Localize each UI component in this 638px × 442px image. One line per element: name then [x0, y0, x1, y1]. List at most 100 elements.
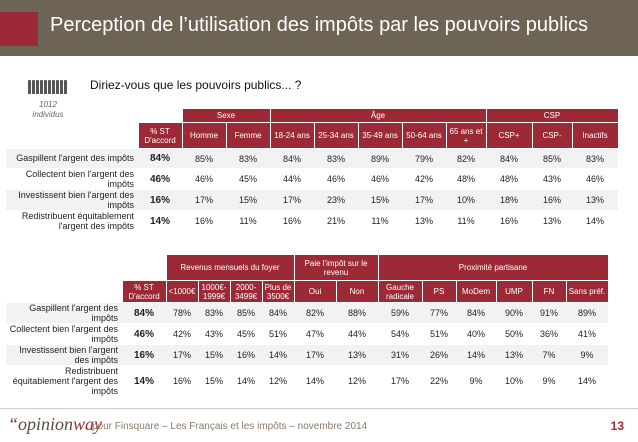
sample-unit: individus — [32, 110, 64, 119]
value-cell: 40% — [456, 323, 496, 345]
value-cell: 83% — [198, 302, 230, 324]
value-cell: 11% — [226, 210, 270, 232]
value-cell: 42% — [402, 168, 446, 190]
value-cell: 82% — [294, 302, 336, 324]
value-cell: 16% — [182, 210, 226, 232]
col-header: 1000€- 1999€ — [197, 280, 231, 303]
value-cell: 16% — [166, 365, 198, 397]
value-cell: 14% — [262, 344, 294, 366]
footer-divider — [0, 408, 638, 409]
value-cell: 12% — [336, 365, 378, 397]
value-cell: 44% — [270, 168, 314, 190]
table-row: Collectent bien l'argent des impôts 46% 46… — [6, 168, 618, 190]
total-cell: 14% — [122, 365, 166, 397]
value-cell: 51% — [262, 323, 294, 345]
value-cell: 12% — [262, 365, 294, 397]
footer-note: pour Finsquare – Les Français et les imp… — [92, 421, 368, 432]
value-cell: 13% — [336, 344, 378, 366]
value-cell: 13% — [402, 210, 446, 232]
col-header: CSP- — [531, 122, 573, 149]
value-cell: 44% — [336, 323, 378, 345]
value-cell: 42% — [166, 323, 198, 345]
row-label: Collectent bien l'argent des impôts — [6, 323, 122, 345]
col-header: Non — [335, 280, 379, 303]
value-cell: 46% — [358, 168, 402, 190]
table-row: Investissent bien l'argent des impôts 16%… — [6, 344, 608, 366]
col-header: Plus de 3500€ — [261, 280, 295, 303]
value-cell: 15% — [198, 365, 230, 397]
value-cell: 82% — [446, 148, 486, 169]
value-cell: 43% — [198, 323, 230, 345]
value-cell: 89% — [566, 302, 608, 324]
title-accent — [0, 12, 38, 46]
value-cell: 89% — [358, 148, 402, 169]
row-label: Gaspillent l'argent des impôts — [6, 148, 138, 169]
col-header: UMP — [495, 280, 533, 303]
total-cell: 16% — [138, 189, 182, 211]
group-header-revenus: Revenus mensuels du foyer — [165, 254, 295, 281]
value-cell: 11% — [446, 210, 486, 232]
value-cell: 77% — [422, 302, 456, 324]
row-label: Investissent bien l'argent des impôts — [6, 189, 138, 211]
value-cell: 51% — [422, 323, 456, 345]
value-cell: 14% — [566, 365, 608, 397]
value-cell: 10% — [446, 189, 486, 211]
col-header: MoDem — [455, 280, 497, 303]
value-cell: 14% — [456, 344, 496, 366]
value-cell: 36% — [532, 323, 566, 345]
value-cell: 48% — [446, 168, 486, 190]
row-label: Redistribuent équitablement l'argent des… — [6, 210, 138, 232]
value-cell: 7% — [532, 344, 566, 366]
value-cell: 43% — [532, 168, 572, 190]
row-label: Investissent bien l'argent des impôts — [6, 344, 122, 366]
value-cell: 85% — [230, 302, 262, 324]
value-cell: 79% — [402, 148, 446, 169]
total-cell: 84% — [122, 302, 166, 324]
col-header: 25-34 ans — [313, 122, 359, 149]
value-cell: 21% — [314, 210, 358, 232]
col-header: 18-24 ans — [269, 122, 315, 149]
value-cell: 17% — [182, 189, 226, 211]
value-cell: 46% — [572, 168, 618, 190]
row-label: Collectent bien l'argent des impôts — [6, 168, 138, 190]
value-cell: 13% — [572, 189, 618, 211]
value-cell: 84% — [270, 148, 314, 169]
table-income-party: Revenus mensuels du foyer Paie l'impôt s… — [6, 254, 609, 397]
col-header: Gauche radicale — [377, 280, 423, 303]
value-cell: 45% — [226, 168, 270, 190]
table2-body: Gaspillent l'argent des impôts 84% 78% 83% 8… — [6, 302, 608, 397]
value-cell: 45% — [230, 323, 262, 345]
total-cell: 14% — [138, 210, 182, 232]
value-cell: 90% — [496, 302, 532, 324]
group-header-age: Âge — [269, 108, 487, 123]
value-cell: 14% — [294, 365, 336, 397]
group-header-sexe: Sexe — [181, 108, 271, 123]
value-cell: 85% — [532, 148, 572, 169]
page-title: Perception de l’utilisation des impôts p… — [50, 14, 589, 36]
value-cell: 50% — [496, 323, 532, 345]
row-label: Gaspillent l'argent des impôts — [6, 302, 122, 324]
group-header-impot: Paie l'impôt sur le revenu — [293, 254, 379, 281]
col-header: Oui — [293, 280, 337, 303]
table-row: Redistribuent équitablement l'argent des… — [6, 365, 608, 397]
col-header: CSP+ — [485, 122, 533, 149]
value-cell: 88% — [336, 302, 378, 324]
value-cell: 16% — [532, 189, 572, 211]
value-cell: 15% — [198, 344, 230, 366]
table1-body: Gaspillent l'argent des impôts 84% 85% 83% 8… — [6, 148, 618, 232]
total-cell: 16% — [122, 344, 166, 366]
sample-count: 1012 — [39, 100, 57, 109]
value-cell: 10% — [496, 365, 532, 397]
col-header: FN — [531, 280, 567, 303]
value-cell: 46% — [314, 168, 358, 190]
col-header: PS — [421, 280, 457, 303]
value-cell: 9% — [456, 365, 496, 397]
group-header-csp: CSP — [485, 108, 619, 123]
value-cell: 14% — [230, 365, 262, 397]
value-cell: 47% — [294, 323, 336, 345]
value-cell: 23% — [314, 189, 358, 211]
value-cell: 9% — [566, 344, 608, 366]
table-row: Investissent bien l'argent des impôts 16%… — [6, 189, 618, 211]
value-cell: 46% — [182, 168, 226, 190]
table-row: Collectent bien l'argent des impôts 46% 42… — [6, 323, 608, 345]
